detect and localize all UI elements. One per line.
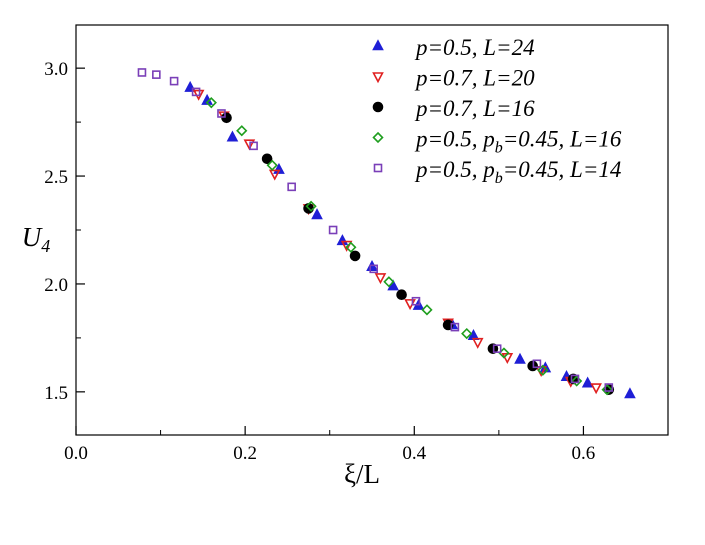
series-4 (205, 97, 613, 396)
x-tick-label: 0.0 (64, 443, 88, 464)
data-point (450, 322, 460, 332)
legend-marker (372, 101, 384, 113)
data-point (266, 159, 278, 171)
data-point (205, 97, 217, 109)
plot-frame (75, 24, 669, 436)
legend-label: p=0.5, pb=0.45, L=16 (414, 127, 622, 157)
data-point (369, 264, 378, 274)
x-tick-label: 0.6 (572, 443, 596, 464)
legend-marker (372, 72, 384, 84)
legend-label: p=0.7, L=20 (414, 66, 535, 91)
data-point (411, 296, 421, 306)
data-point (590, 383, 602, 395)
data-point (492, 344, 502, 353)
legend-label: p=0.5, pb=0.45, L=14 (414, 157, 621, 187)
data-markers (137, 68, 636, 399)
data-point (442, 319, 454, 331)
data-point (345, 241, 357, 253)
data-point (581, 376, 594, 388)
y-tick-label: 3.0 (44, 59, 68, 80)
x-tick-label: 0.4 (402, 443, 426, 464)
legend-marker (372, 39, 384, 51)
y-axis-label: U4 (22, 222, 51, 256)
y-tick-label: 1.5 (44, 383, 68, 404)
data-point (471, 337, 484, 349)
series-5 (137, 68, 614, 392)
data-point (169, 76, 179, 86)
data-point (603, 384, 615, 395)
data-point (624, 387, 636, 399)
data-point (604, 383, 614, 392)
y-tick-label: 2.0 (44, 275, 68, 296)
data-point (421, 304, 433, 316)
data-point (261, 153, 273, 165)
data-point (287, 182, 296, 192)
data-point (570, 374, 580, 384)
plot-area-border (75, 24, 669, 436)
data-point (243, 139, 256, 151)
data-point (221, 112, 232, 124)
data-point (396, 289, 407, 301)
data-point (514, 352, 526, 364)
data-point (191, 87, 201, 97)
data-point (217, 109, 226, 118)
legend-marker (373, 163, 383, 173)
legend-label: p=0.7, L=16 (414, 96, 535, 121)
data-point (532, 359, 542, 369)
y-axis-ticks: 1.5 2.0 2.5 3.0 (44, 59, 85, 404)
y-tick-label: 2.5 (44, 167, 68, 188)
data-point (226, 130, 239, 142)
data-point (383, 276, 395, 288)
data-point (571, 375, 583, 387)
data-point (305, 200, 317, 212)
data-point (311, 208, 323, 220)
series-3 (221, 112, 615, 395)
x-axis-label: ξ/L (344, 459, 380, 489)
data-point (236, 125, 248, 137)
data-point (137, 68, 147, 77)
x-axis-ticks: 0.0 0.2 0.4 0.6 (64, 426, 595, 464)
data-point (268, 169, 281, 181)
data-point (601, 384, 613, 396)
legend-label: p=0.5, L=24 (414, 35, 535, 60)
data-point (374, 273, 387, 285)
data-point (537, 364, 549, 376)
data-point (249, 141, 258, 151)
data-point (328, 225, 338, 235)
data-point (349, 250, 361, 262)
legend-marker (372, 131, 384, 144)
x-tick-label: 0.2 (233, 443, 257, 464)
legend: p=0.5, L=24 p=0.7, L=20 p=0.7, L=16 p=0.5, … (372, 35, 622, 187)
data-point (461, 327, 473, 340)
data-point (152, 70, 161, 79)
